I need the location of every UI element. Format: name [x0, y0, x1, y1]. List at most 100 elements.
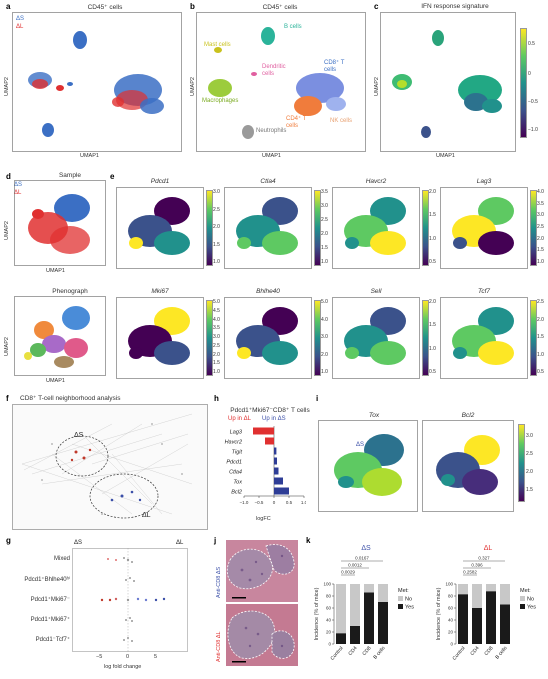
pvalue-label: 0.327: [478, 556, 490, 561]
panel-d-sample-umap: [14, 180, 106, 266]
panel-g-beeswarm: [72, 548, 188, 652]
x-tick-label: 1.0: [301, 500, 306, 505]
group-label: Control: [330, 645, 345, 661]
panel-a-umap: [12, 12, 182, 152]
incidence-title: ΔS: [361, 545, 371, 552]
colorbar-tick: 1.5: [429, 212, 436, 219]
gene-colorbar: [422, 190, 429, 266]
gene-title: Ctla4: [260, 178, 276, 185]
y-tick-label: 60: [448, 606, 454, 611]
panel-i-tox-umap: [318, 420, 418, 512]
gene-colorbar: [530, 190, 537, 266]
panel-d-phenograph-umap: [14, 296, 106, 376]
y-tick-label: 100: [323, 582, 331, 587]
legend-label-no: No: [527, 597, 534, 603]
bar-yes: [458, 594, 468, 644]
panel-g-xtick: 5: [154, 654, 158, 660]
panel-i-ds-label: ΔS: [356, 442, 365, 448]
bar-yes: [500, 604, 510, 644]
panel-b-title: CD45⁺ cells: [262, 4, 298, 11]
colorbar-tick: 1.5: [537, 247, 544, 254]
colorbar-tick: 2.5: [321, 217, 328, 223]
panel-a-title: CD45⁺ cells: [87, 4, 123, 11]
pvalue-label: 0.396: [471, 563, 483, 568]
gene-umap: [224, 187, 312, 269]
cell-cluster: [370, 197, 406, 225]
cluster-neutrophils: Neutrophils: [256, 128, 287, 134]
cluster-cd8-t-cells: CD8⁺ T cells: [324, 60, 345, 73]
panel-f-network: [12, 404, 208, 530]
cell-cluster: [345, 237, 359, 249]
colorbar-tick: 1.5: [213, 360, 220, 367]
panel-d-ylabel-bottom: UMAP2: [4, 337, 10, 356]
x-tick-label: −0.5: [255, 500, 264, 505]
colorbar-tick: 3.0: [321, 203, 328, 209]
legend-title: Met:: [520, 588, 531, 594]
colorbar-tick: 3.0: [213, 334, 220, 340]
y-tick-label: 40: [448, 618, 454, 623]
panel-h-letter: h: [214, 394, 219, 403]
cell-cluster: [478, 197, 514, 225]
gene-label: Pdcd1: [226, 460, 242, 466]
colorbar-tick: 3.0: [321, 334, 328, 340]
gene-umap: [332, 297, 420, 379]
pvalue-label: 0.0012: [348, 563, 362, 568]
colorbar-tick: 3.0: [213, 189, 220, 195]
panel-d-ylabel-top: UMAP2: [4, 221, 10, 240]
colorbar-tick: 1.0: [213, 259, 220, 265]
colorbar-tick: 3.0: [537, 212, 544, 219]
row-label: Pdcd1⁺Mki67⁻: [30, 597, 70, 603]
gene-title: Lag3: [476, 178, 492, 185]
cell-cluster: [345, 347, 359, 359]
panel-h-up-ds: Up in ΔS: [262, 416, 286, 422]
gene-title: Mki67: [151, 288, 169, 295]
panel-a-letter: a: [6, 2, 11, 11]
colorbar-tick: 2.0: [213, 224, 220, 230]
y-tick-label: 40: [326, 618, 332, 623]
y-tick-label: 0: [450, 642, 453, 647]
panel-g-xtick: −5: [96, 654, 103, 660]
y-tick-label: 60: [326, 606, 332, 611]
legend-label-no: No: [405, 597, 412, 603]
row-label: Pdcd1⁺Mki67⁺: [30, 617, 70, 623]
panel-i-colorbar: [518, 424, 525, 502]
panel-b-umap: [196, 12, 366, 152]
umap-frame: [224, 187, 312, 269]
y-tick-label: 20: [326, 630, 332, 635]
colorbar-tick: 1.5: [321, 245, 328, 251]
cluster-nk-cells: NK cells: [330, 118, 353, 124]
colorbar-tick: 0.5: [429, 369, 436, 375]
bar-yes: [472, 608, 482, 644]
colorbar-tick: 3.5: [321, 189, 328, 195]
umap-frame: [332, 187, 420, 269]
cell-cluster: [129, 237, 143, 249]
panel-h-chart: Lag3 Havcr2 Tigit Pdcd1 Ctla4 Tox Bcl2 −1.0 −0.5…: [225, 426, 306, 505]
umap-frame: [116, 187, 204, 269]
panel-i-letter: i: [316, 394, 319, 403]
bar-no: [336, 584, 346, 634]
panel-d-title-sample: Sample: [58, 172, 82, 179]
colorbar-tick: 4.0: [537, 189, 544, 195]
logfc-bar: [274, 477, 283, 485]
colorbar-tick: 2.0: [429, 189, 436, 195]
group-label: B cells: [372, 645, 386, 661]
bar-no: [378, 584, 388, 602]
panel-i-tick: 1.5: [526, 487, 533, 493]
cell-cluster: [370, 341, 406, 365]
row-label: Pdcd1⁺Bhlhe40ʰⁱ: [24, 577, 70, 583]
panel-c-letter: c: [374, 2, 379, 11]
logfc-bar: [265, 437, 274, 445]
panel-c-tick: 0: [528, 71, 531, 77]
gene-label: Havcr2: [225, 440, 242, 446]
x-tick-label: 0.5: [286, 500, 293, 505]
gene-colorbar: [206, 190, 213, 266]
group-label: CD8: [361, 645, 372, 657]
panel-b-ylabel: UMAP2: [190, 77, 196, 96]
panel-c-tick: −0.5: [528, 99, 538, 105]
cell-cluster: [453, 237, 467, 249]
colorbar-tick: 5.0: [321, 299, 328, 305]
gene-colorbar: [314, 190, 321, 266]
y-tick-label: 20: [448, 630, 454, 635]
colorbar-tick: 2.0: [213, 351, 220, 358]
panel-i-tick: 2.5: [526, 451, 533, 457]
